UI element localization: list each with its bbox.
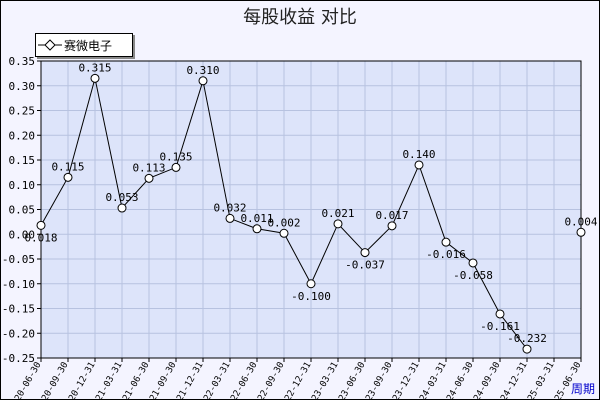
data-label: 0.140 bbox=[402, 148, 435, 161]
data-point bbox=[468, 258, 478, 268]
plot-border bbox=[40, 60, 582, 359]
y-tick-label: 0.10 bbox=[9, 179, 36, 192]
data-label: -0.232 bbox=[507, 332, 547, 345]
data-point bbox=[171, 162, 181, 172]
legend-label: 赛微电子 bbox=[64, 38, 113, 53]
period-link[interactable]: 周期 bbox=[570, 382, 595, 396]
data-point bbox=[90, 73, 100, 83]
data-point bbox=[306, 279, 316, 289]
data-label: 0.011 bbox=[240, 212, 273, 225]
data-label: -0.058 bbox=[453, 269, 493, 282]
y-tick-label: -0.05 bbox=[2, 253, 35, 266]
data-point bbox=[117, 203, 127, 213]
data-point bbox=[252, 224, 262, 234]
y-tick-label: 0.30 bbox=[9, 80, 36, 93]
data-label: 0.310 bbox=[186, 64, 219, 77]
data-label: -0.100 bbox=[291, 290, 331, 303]
data-label: -0.161 bbox=[480, 320, 520, 333]
data-point bbox=[441, 237, 451, 247]
legend: 赛微电子 bbox=[35, 33, 133, 57]
data-point bbox=[63, 172, 73, 182]
data-label: 0.113 bbox=[132, 161, 165, 174]
y-tick-label: 0.20 bbox=[9, 129, 36, 142]
data-point bbox=[225, 213, 235, 223]
y-tick-label: -0.25 bbox=[2, 352, 35, 365]
y-tick-label: 0.05 bbox=[9, 204, 36, 217]
data-label: 0.018 bbox=[24, 231, 57, 244]
data-point bbox=[414, 160, 424, 170]
data-point bbox=[36, 220, 46, 230]
y-tick-label: -0.15 bbox=[2, 303, 35, 316]
data-label: 0.017 bbox=[375, 209, 408, 222]
legend-marker-icon bbox=[38, 39, 62, 51]
data-point bbox=[522, 344, 532, 354]
y-tick-label: -0.10 bbox=[2, 278, 35, 291]
data-point bbox=[279, 228, 289, 238]
data-label: 0.004 bbox=[564, 215, 597, 228]
y-tick-label: -0.20 bbox=[2, 327, 35, 340]
y-tick-label: 0.25 bbox=[9, 105, 36, 118]
x-tick-label: 2020-06-30 bbox=[8, 361, 44, 400]
data-label: 0.002 bbox=[267, 216, 300, 229]
y-tick-label: 0.35 bbox=[9, 55, 36, 68]
data-label: -0.016 bbox=[426, 248, 466, 261]
data-label: 0.053 bbox=[105, 191, 138, 204]
data-point bbox=[495, 309, 505, 319]
data-label: 0.135 bbox=[159, 150, 192, 163]
data-label: 0.315 bbox=[78, 61, 111, 74]
data-label: 0.032 bbox=[213, 201, 246, 214]
data-label: -0.037 bbox=[345, 259, 385, 272]
data-point bbox=[198, 76, 208, 86]
data-point bbox=[576, 227, 586, 237]
data-point bbox=[360, 248, 370, 258]
data-point bbox=[387, 221, 397, 231]
y-tick-label: 0.00 bbox=[9, 228, 36, 241]
data-point bbox=[333, 219, 343, 229]
y-tick-label: 0.15 bbox=[9, 154, 36, 167]
data-label: 0.021 bbox=[321, 207, 354, 220]
data-label: 0.115 bbox=[51, 160, 84, 173]
chart-title: 每股收益 对比 bbox=[243, 7, 357, 28]
data-point bbox=[144, 173, 154, 183]
